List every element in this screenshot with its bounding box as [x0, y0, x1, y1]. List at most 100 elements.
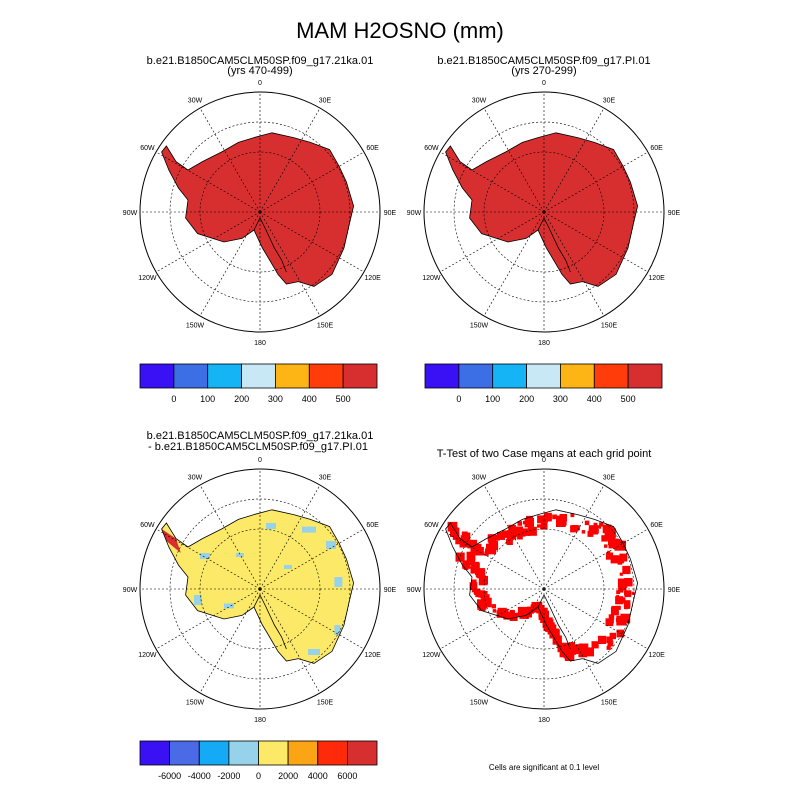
- significant-cell: [467, 557, 476, 566]
- significant-cell: [506, 539, 511, 544]
- colorbar-swatch: [258, 740, 289, 766]
- significant-cell: [599, 522, 604, 527]
- negative-diff-patch: [284, 565, 292, 569]
- map-boundary: [423, 468, 665, 710]
- colorbar-tick-label: 500: [336, 394, 351, 404]
- significant-cell: [469, 539, 477, 548]
- colorbar-swatch: [593, 363, 629, 389]
- significant-cell: [615, 617, 621, 622]
- longitude-label: 60E: [650, 145, 663, 152]
- longitude-label: 0: [542, 457, 546, 464]
- ice-shelf-line: [537, 594, 571, 650]
- panel-2-map: 0 30E 60E 90E 120E 150E 180 150W 120W 90W 60W 30W: [407, 80, 681, 347]
- significant-cell: [556, 516, 563, 523]
- significant-cell: [616, 629, 625, 638]
- coastline: [445, 132, 639, 287]
- significant-cell: [584, 520, 590, 526]
- longitude-label: 90W: [123, 210, 138, 217]
- significance-note: Cells are significant at 0.1 level: [489, 763, 600, 772]
- ice-shelf-line: [537, 217, 571, 273]
- longitude-label: 90E: [384, 210, 397, 217]
- significant-cell: [608, 614, 615, 620]
- longitude-label: 30W: [472, 474, 487, 481]
- longitude-label: 30W: [188, 474, 203, 481]
- colorbar-swatch: [424, 363, 460, 389]
- significant-cell: [605, 552, 614, 560]
- significant-cell: [578, 643, 589, 653]
- longitude-label: 150E: [601, 323, 618, 330]
- colorbar-swatch: [139, 740, 171, 766]
- significant-cell: [618, 597, 624, 604]
- colorbar-tick-label: 300: [553, 394, 568, 404]
- negative-diff-patch: [266, 523, 276, 529]
- longitude-label: 90W: [407, 210, 422, 217]
- significant-cell: [620, 615, 628, 623]
- longitude-label: 150W: [470, 323, 489, 330]
- significant-cell: [481, 594, 490, 603]
- panel-2-title-line2: (yrs 270-299): [511, 65, 576, 77]
- map-boundary: [139, 468, 381, 710]
- longitude-label: 120E: [364, 275, 381, 282]
- significant-cell: [463, 565, 469, 570]
- longitude-label: 30E: [319, 97, 332, 104]
- significant-cell: [527, 526, 537, 536]
- colorbar-tick-label: -2000: [217, 771, 240, 781]
- significant-cell: [610, 555, 619, 564]
- longitude-label: 120W: [138, 652, 157, 659]
- colorbar-tick-label: 200: [519, 394, 534, 404]
- longitude-label: 150W: [186, 700, 205, 707]
- colorbar-swatch: [169, 740, 200, 766]
- significant-cell: [475, 591, 481, 598]
- colorbar-tick-label: 4000: [308, 771, 328, 781]
- colorbar-tick-label: 0: [456, 394, 461, 404]
- figure-title: MAM H2OSNO (mm): [296, 18, 504, 43]
- longitude-label: 30W: [472, 97, 487, 104]
- longitude-label: 150E: [317, 323, 334, 330]
- colorbar-tick-label: -4000: [188, 771, 211, 781]
- longitude-label: 30E: [603, 474, 616, 481]
- significant-cell: [477, 603, 484, 610]
- panel-3-map: 0 30E 60E 90E 120E 150E 180 150W 120W 90W 60W 30W: [123, 457, 397, 724]
- longitude-label: 120W: [138, 275, 157, 282]
- significant-cell: [571, 525, 576, 530]
- significant-cell: [462, 532, 471, 541]
- significant-cell: [606, 528, 616, 538]
- colorbar-swatch: [627, 363, 663, 389]
- significant-cell: [471, 562, 480, 572]
- significant-cell: [484, 551, 489, 556]
- longitude-label: 120E: [648, 652, 665, 659]
- significant-cell: [462, 560, 471, 569]
- significant-cell: [570, 513, 575, 518]
- significant-cell: [470, 567, 478, 574]
- longitude-label: 120W: [422, 275, 441, 282]
- longitude-label: 90W: [123, 587, 138, 594]
- significant-cell: [453, 526, 458, 531]
- significant-cell: [509, 609, 515, 615]
- colorbar-swatch: [173, 363, 209, 389]
- significant-cell: [466, 551, 476, 561]
- longitude-label: 60W: [424, 145, 439, 152]
- colorbar-tick-label: 0: [171, 394, 176, 404]
- significant-cell: [493, 534, 500, 541]
- significant-cell: [597, 525, 602, 529]
- colorbar-panel-2: 0 100 200 300 400 500: [424, 363, 663, 404]
- negative-diff-patch: [224, 603, 234, 609]
- longitude-label: 120E: [648, 275, 665, 282]
- significant-cell: [509, 613, 518, 621]
- significant-cell: [491, 604, 496, 609]
- significant-cell: [455, 552, 465, 562]
- significant-cell: [480, 591, 488, 599]
- significant-cell: [487, 546, 496, 555]
- significant-cell: [544, 512, 552, 521]
- significant-cell: [581, 530, 586, 534]
- significant-cell: [487, 534, 496, 543]
- panel-2: b.e21.B1850CAM5CLM50SP.f09_g17.PI.01 (yr…: [407, 55, 681, 347]
- significant-cell: [624, 578, 633, 587]
- significant-cell: [605, 618, 614, 627]
- longitude-label: 0: [542, 80, 546, 87]
- significant-cell: [621, 585, 627, 591]
- panel-4-title: T-Test of two Case means at each grid po…: [437, 448, 652, 460]
- significant-cell: [471, 586, 478, 593]
- negative-diff-patch: [302, 526, 316, 533]
